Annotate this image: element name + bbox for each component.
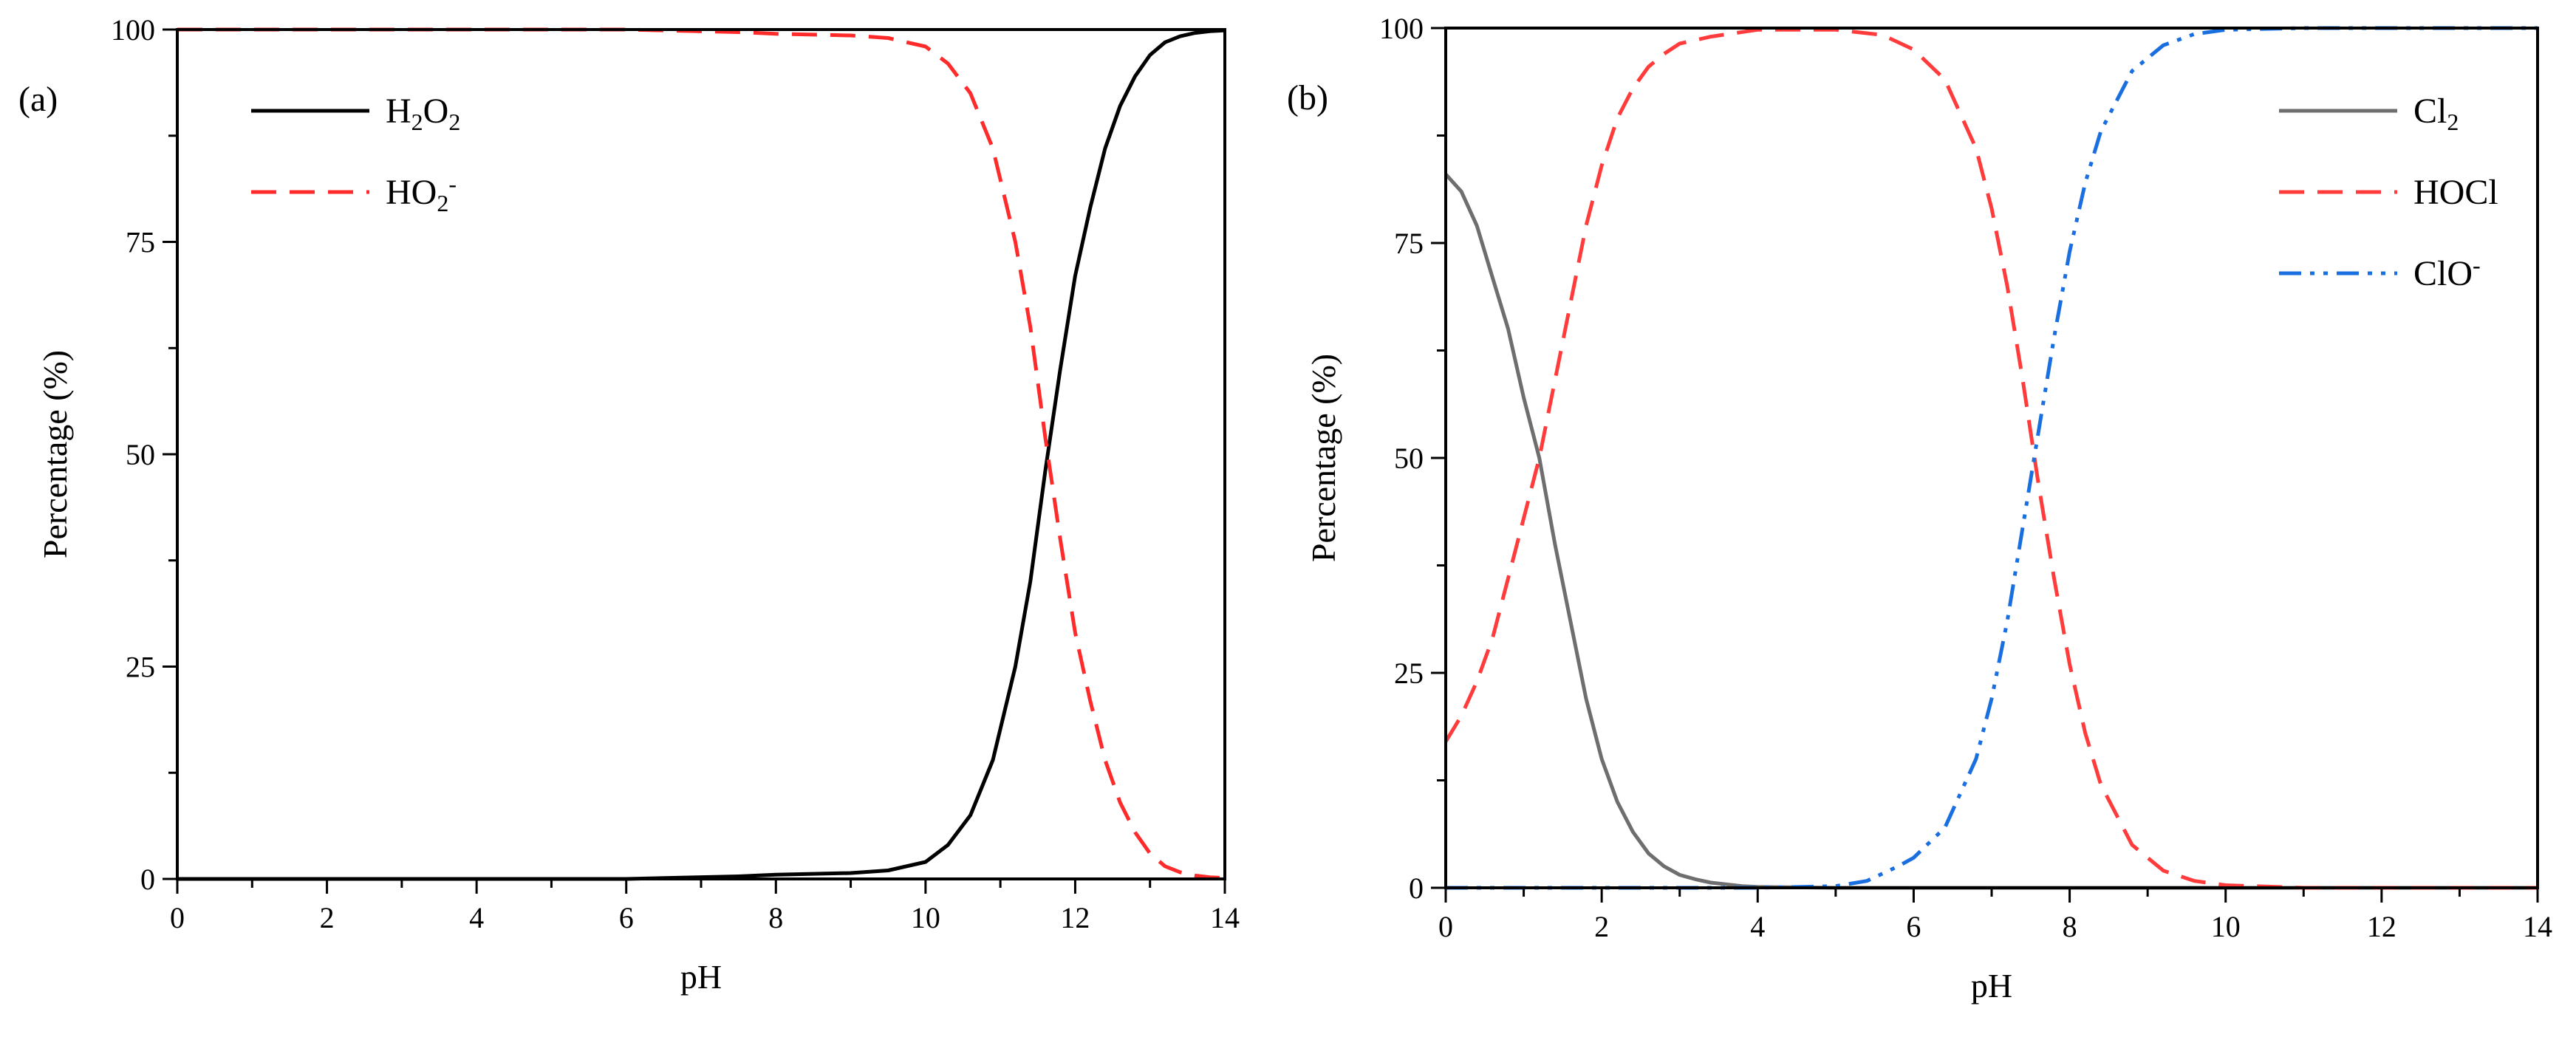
y-axis-title-b: Percentage (%) xyxy=(1305,354,1342,562)
y-tick-label-a: 50 xyxy=(126,438,155,471)
y-tick-label-b: 100 xyxy=(1379,12,1424,45)
x-tick-label-b: 4 xyxy=(1750,910,1765,943)
series-line-a-1 xyxy=(177,27,1225,880)
y-tick-label-b: 50 xyxy=(1394,442,1424,475)
plot-frame-a xyxy=(176,28,1226,880)
series-line-b-2 xyxy=(1446,26,2538,890)
y-axis-title-a: Percentage (%) xyxy=(36,350,74,558)
x-tick-label-a: 12 xyxy=(1060,901,1090,934)
x-tick-label-b: 2 xyxy=(1594,910,1609,943)
x-tick-label-a: 2 xyxy=(320,901,335,934)
x-axis-title-b: pH xyxy=(1971,967,2012,1005)
legend-label-a-1: HO2- xyxy=(386,171,457,216)
legend-a: H2O2 HO2- xyxy=(251,92,460,216)
x-tick-label-a: 14 xyxy=(1210,901,1240,934)
x-tick-label-a: 4 xyxy=(469,901,484,934)
y-tick-label-a: 100 xyxy=(111,13,155,47)
panel-b: 0 2 4 6 8 10 12 14 0 25 50 75 100 pH Percentage (%) (b)… xyxy=(1287,12,2552,1005)
x-tick-label-a: 10 xyxy=(911,901,940,934)
panel-label-a: (a) xyxy=(18,80,58,119)
panel-a: 0 2 4 6 8 10 12 14 0 25 50 75 100 pH Percentage (%) (a)… xyxy=(18,13,1240,996)
y-tick-label-a: 75 xyxy=(126,226,155,259)
legend-label-a-0: H2O2 xyxy=(386,92,460,135)
series-group-b xyxy=(1446,26,2538,890)
y-tick-label-a: 0 xyxy=(140,863,155,896)
x-tick-label-b: 6 xyxy=(1906,910,1921,943)
x-tick-label-b: 12 xyxy=(2367,910,2396,943)
y-tick-label-a: 25 xyxy=(126,651,155,684)
legend-b: Cl2 HOCl ClO- xyxy=(2279,92,2498,293)
x-tick-label-a: 8 xyxy=(768,901,783,934)
x-tick-label-b: 8 xyxy=(2063,910,2077,943)
series-line-b-0 xyxy=(1446,173,2538,890)
x-tick-label-a: 6 xyxy=(619,901,634,934)
x-axis-title-a: pH xyxy=(680,958,722,996)
series-line-b-1 xyxy=(1446,27,2538,890)
series-group-a xyxy=(177,27,1225,881)
y-tick-label-b: 75 xyxy=(1394,227,1424,260)
y-tick-label-b: 25 xyxy=(1394,657,1424,690)
x-tick-label-b: 14 xyxy=(2523,910,2552,943)
legend-label-b-1: HOCl xyxy=(2413,173,2498,212)
x-tick-label-a: 0 xyxy=(170,901,185,934)
x-tick-label-b: 0 xyxy=(1438,910,1453,943)
legend-label-b-0: Cl2 xyxy=(2413,92,2459,135)
x-tick-label-b: 10 xyxy=(2211,910,2241,943)
legend-label-b-2: ClO- xyxy=(2413,252,2481,293)
y-tick-label-b: 0 xyxy=(1409,872,1424,905)
series-line-a-0 xyxy=(177,28,1225,881)
plot-frame-b xyxy=(1444,27,2539,889)
panel-label-b: (b) xyxy=(1287,78,1328,117)
